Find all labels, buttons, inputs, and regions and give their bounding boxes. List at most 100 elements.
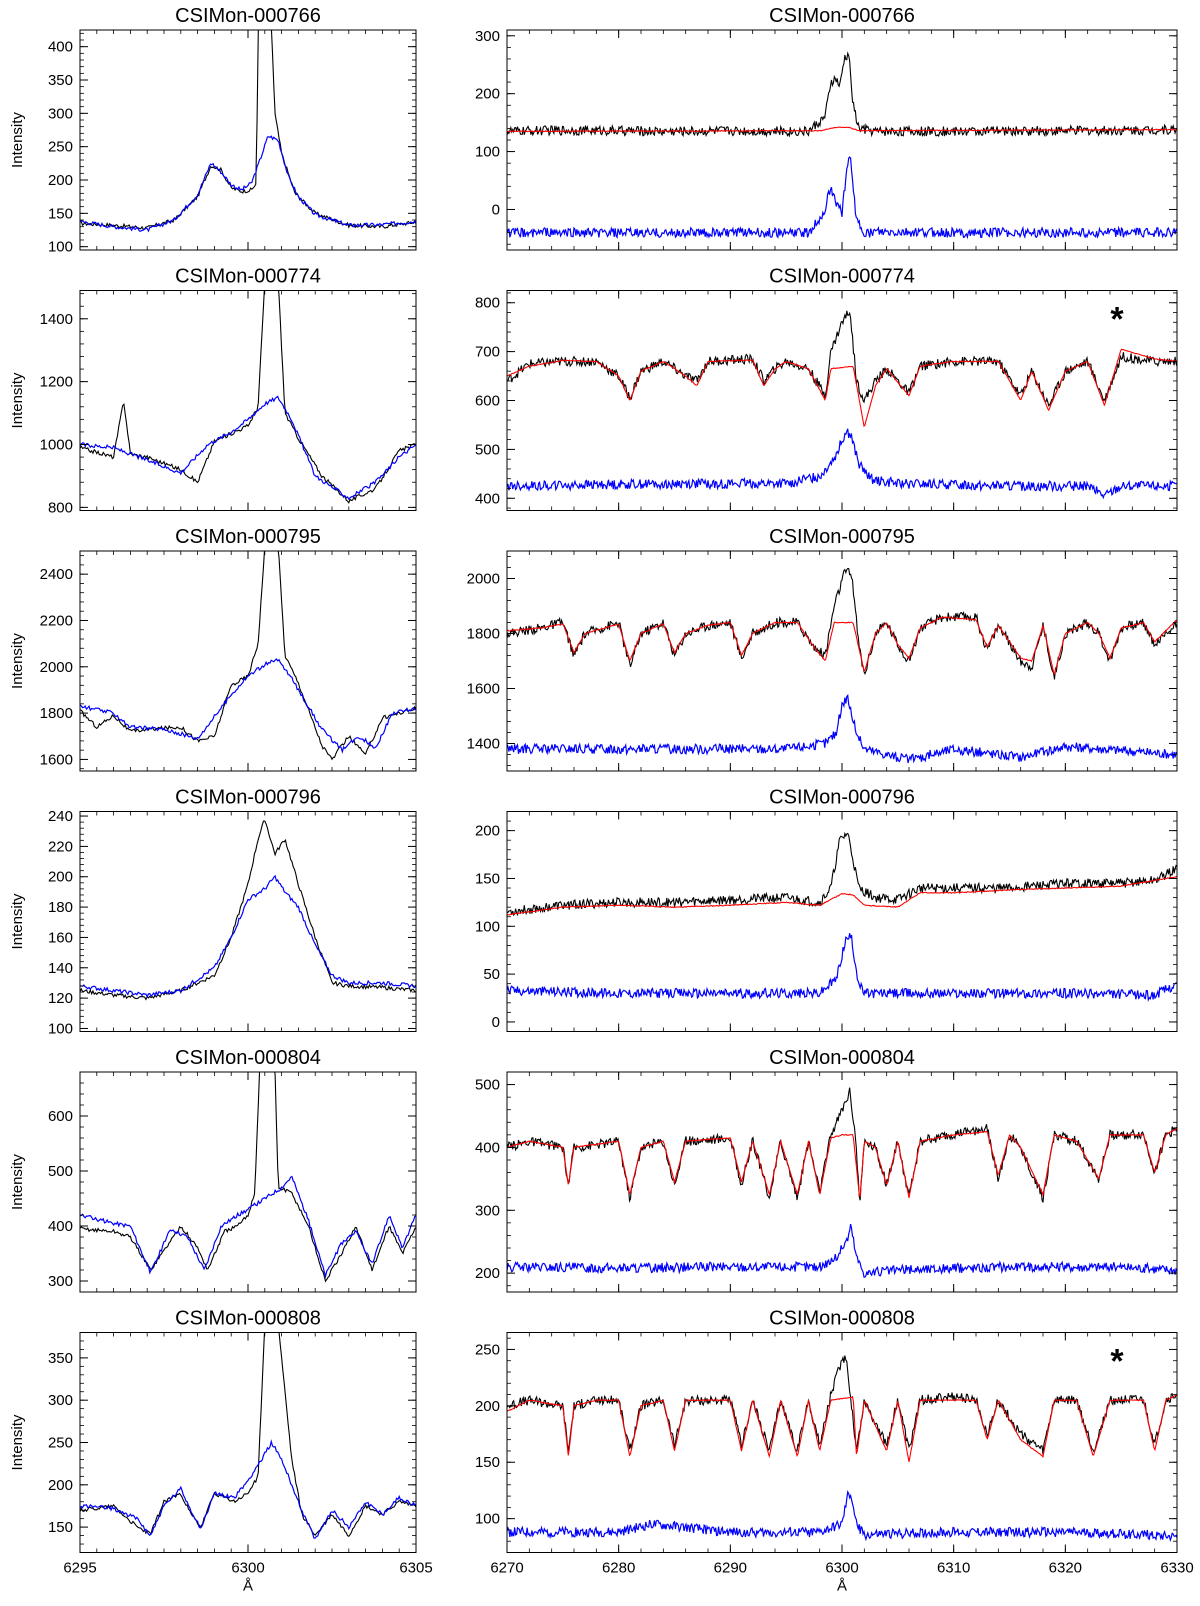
series-line-1 [507,51,1177,138]
plot-frame [506,1071,1178,1293]
series-group [507,567,1177,764]
y-tick-label: 100 [48,239,73,256]
panel-title: CSIMon-000808 [175,1308,321,1330]
y-tick-label: 500 [48,1163,73,1180]
plot-frame [79,1071,417,1293]
y-tick-label: 400 [475,1139,500,1156]
series-group [80,820,416,1001]
series-line-1 [80,30,416,231]
panel-title: CSIMon-000804 [175,1047,321,1069]
panel-title: CSIMon-000766 [175,5,321,27]
x-tick-label: 6300 [231,1560,264,1577]
y-tick-label: 200 [48,1477,73,1494]
y-tick-label: 100 [475,1511,500,1528]
panel-left-3: 1600 1800 2000 2200 2400 CSIMon-000795 Intensi… [9,526,417,772]
series-group [507,1087,1177,1278]
x-tick-label: 6270 [490,1560,523,1577]
series-group [80,30,416,233]
plot-frame [79,290,417,511]
y-tick-label: 160 [48,929,73,946]
series-group [80,551,416,761]
y-axis-label: Intensity [9,1154,26,1210]
series-line-2 [80,1175,416,1279]
y-tick-label: 250 [48,1435,73,1452]
panel-left-1: 100 150 200 250 300 350 400 CSIMon-000766 Intens… [9,5,417,256]
series-line-2 [507,126,1177,133]
x-tick-label: 6320 [1049,1560,1082,1577]
x-tick-label: 6290 [714,1560,747,1577]
annotation-star: * [1110,301,1124,339]
y-tick-label: 500 [475,441,500,458]
y-tick-label: 1000 [40,437,73,454]
panel-right-2: 400 500 600 700 800 CSIMon-000774 * [475,266,1178,511]
y-tick-label: 1800 [467,626,500,643]
series-group [507,831,1177,1002]
y-tick-label: 240 [48,808,73,825]
series-line-1 [80,1072,416,1283]
y-tick-label: 300 [48,105,73,122]
y-tick-label: 200 [475,86,500,103]
x-tick-label: 6300 [825,1560,858,1577]
y-tick-label: 800 [48,499,73,516]
series-line-2 [507,876,1177,916]
annotation-star: * [1110,1343,1124,1381]
x-tick-label: 6280 [602,1560,635,1577]
series-line-1 [507,310,1177,407]
y-tick-label: 800 [475,295,500,312]
series-group [507,51,1177,240]
y-tick-label: 300 [475,28,500,45]
series-line-1 [80,290,416,504]
series-line-1 [80,820,416,1001]
plot-frame [506,290,1178,511]
panel-right-5: 200 300 400 500 CSIMon-000804 [475,1047,1178,1293]
series-line-1 [80,1332,416,1538]
series-line-2 [507,1127,1177,1198]
panel-right-3: 1400 1600 1800 2000 CSIMon-000795 [467,526,1178,772]
panel-left-2: 800 1000 1200 1400 CSIMon-000774 Intensity [9,266,417,516]
y-tick-label: 350 [48,1350,73,1367]
y-tick-label: 120 [48,990,73,1007]
x-tick-label: 6295 [63,1560,96,1577]
plot-frame [79,29,417,251]
x-axis-label: Å [243,1578,253,1595]
y-tick-label: 600 [48,1108,73,1125]
y-tick-label: 350 [48,72,73,89]
x-tick-label: 6330 [1160,1560,1193,1577]
series-line-3 [507,933,1177,1002]
y-tick-label: 500 [475,1077,500,1094]
y-tick-label: 2000 [467,571,500,588]
y-axis-label: Intensity [9,633,26,689]
y-tick-label: 400 [48,1218,73,1235]
panel-title: CSIMon-000766 [769,5,915,27]
series-line-3 [507,428,1177,500]
series-line-2 [80,135,416,233]
series-line-2 [80,658,416,754]
plot-frame [506,811,1178,1032]
y-tick-label: 200 [475,1398,500,1415]
series-line-2 [507,616,1177,676]
y-tick-label: 300 [48,1273,73,1290]
y-tick-label: 200 [475,1265,500,1282]
series-line-2 [507,1394,1177,1462]
y-tick-label: 100 [48,1020,73,1037]
y-tick-label: 300 [475,1202,500,1219]
series-line-2 [80,874,416,999]
panel-left-5: 300 400 500 600 CSIMon-000804 Intensity [9,1047,417,1293]
series-line-2 [507,348,1177,428]
series-line-1 [507,831,1177,917]
y-tick-label: 100 [475,144,500,161]
series-line-1 [507,567,1177,680]
y-tick-label: 300 [48,1392,73,1409]
y-tick-label: 150 [48,1519,73,1536]
y-tick-label: 2000 [40,659,73,676]
plot-frame [506,29,1178,251]
panel-left-4: 100 120 140 160 180 200 220 240 CSIMon-000796 Int… [9,787,417,1037]
series-line-1 [507,1355,1177,1455]
series-group [507,310,1177,500]
series-line-2 [80,395,416,501]
series-line-2 [80,1439,416,1539]
y-tick-label: 150 [48,205,73,222]
x-axis-label: Å [837,1578,847,1595]
panel-title: CSIMon-000774 [175,266,321,288]
